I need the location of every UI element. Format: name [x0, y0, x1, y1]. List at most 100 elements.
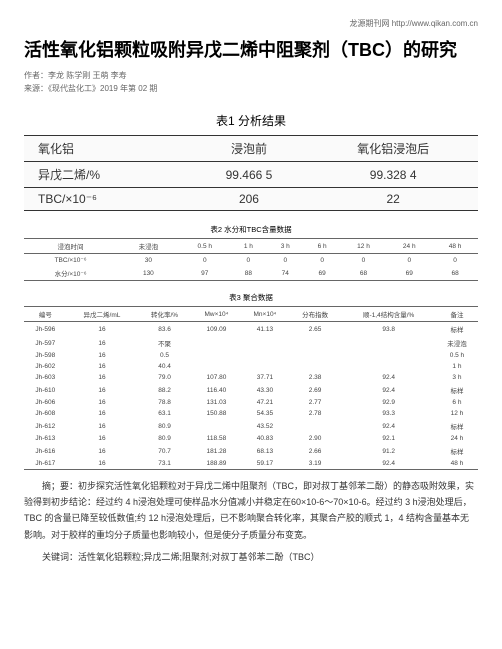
- table-cell: 1 h: [436, 361, 478, 372]
- table-cell: 99.328 4: [308, 162, 478, 188]
- abstract: 摘；要：初步探究活性氧化铝颗粒对于异戊二烯中阻聚剂（TBC，即对叔丁基邻苯二酚）…: [24, 478, 478, 543]
- table-row: Jh-598160.50.5 h: [24, 350, 478, 361]
- table-cell: 未浸泡: [436, 336, 478, 350]
- table-header: 浸泡时间: [24, 239, 117, 254]
- table-cell: 48 h: [436, 458, 478, 470]
- table-header: 浸泡前: [190, 136, 309, 162]
- table-header: 6 h: [304, 239, 341, 254]
- authors: 作者：李龙 陈学刚 王萌 李寿: [24, 70, 478, 81]
- table-cell: 0: [267, 254, 304, 267]
- table-cell: [241, 336, 289, 350]
- table-cell: 0: [180, 254, 230, 267]
- table-cell: Jh-598: [24, 350, 67, 361]
- table-header: 异戊二烯/mL: [67, 307, 138, 322]
- table-cell: 40.83: [241, 433, 289, 444]
- table-1-caption: 表1 分析结果: [24, 106, 478, 135]
- table-cell: 88.2: [137, 383, 192, 397]
- table-header: Mw×10⁴: [192, 307, 241, 322]
- table-cell: Jh-606: [24, 397, 67, 408]
- table-cell: 91.2: [341, 444, 435, 458]
- table-cell: 118.58: [192, 433, 241, 444]
- table-cell: 109.09: [192, 322, 241, 337]
- table-row: 异戊二烯/%99.466 599.328 4: [24, 162, 478, 188]
- table-header: 0.5 h: [180, 239, 230, 254]
- table-cell: 88: [230, 266, 267, 281]
- table-cell: 80.9: [137, 433, 192, 444]
- table-cell: 0: [341, 254, 387, 267]
- table-cell: Jh-608: [24, 408, 67, 419]
- table-cell: 43.52: [241, 419, 289, 433]
- table-cell: 2.77: [289, 397, 342, 408]
- table-cell: 47.21: [241, 397, 289, 408]
- table-cell: 40.4: [137, 361, 192, 372]
- table-cell: 2.65: [289, 322, 342, 337]
- source: 来源：《现代盐化工》2019 年第 02 期: [24, 83, 478, 94]
- table-cell: Jh-603: [24, 372, 67, 383]
- table-header: 24 h: [386, 239, 432, 254]
- table-cell: 16: [67, 444, 138, 458]
- table-cell: 92.9: [341, 397, 435, 408]
- table-cell: 93.3: [341, 408, 435, 419]
- table-cell: 12 h: [436, 408, 478, 419]
- table-3: 表3 聚合数据 编号异戊二烯/mL转化率/%Mw×10⁴Mn×10⁴分布指数顺-…: [24, 289, 478, 470]
- table-cell: 107.80: [192, 372, 241, 383]
- table-cell: 130: [117, 266, 180, 281]
- table-cell: 0: [432, 254, 478, 267]
- table-cell: Jh-602: [24, 361, 67, 372]
- table-cell: 16: [67, 322, 138, 337]
- table-row: Jh-6161670.7181.2868.132.6691.2标样: [24, 444, 478, 458]
- table-header: 48 h: [432, 239, 478, 254]
- table-cell: 标样: [436, 322, 478, 337]
- table-cell: 93.8: [341, 322, 435, 337]
- table-cell: 0.5 h: [436, 350, 478, 361]
- table-cell: 16: [67, 350, 138, 361]
- table-cell: 标样: [436, 444, 478, 458]
- table-row: Jh-6031679.0107.8037.712.3892.43 h: [24, 372, 478, 383]
- table-cell: 0: [304, 254, 341, 267]
- table-cell: [192, 419, 241, 433]
- table-1: 表1 分析结果 氧化铝浸泡前氧化铝浸泡后 异戊二烯/%99.466 599.32…: [24, 106, 478, 211]
- table-cell: 24 h: [436, 433, 478, 444]
- table-cell: 30: [117, 254, 180, 267]
- table-row: TBC/×10⁻⁶300000000: [24, 254, 478, 267]
- table-cell: 3 h: [436, 372, 478, 383]
- table-cell: [289, 350, 342, 361]
- table-cell: 16: [67, 372, 138, 383]
- table-cell: 6 h: [436, 397, 478, 408]
- table-cell: 97: [180, 266, 230, 281]
- table-cell: 92.4: [341, 383, 435, 397]
- table-cell: [241, 350, 289, 361]
- table-cell: 83.6: [137, 322, 192, 337]
- table-cell: Jh-612: [24, 419, 67, 433]
- table-cell: 标样: [436, 383, 478, 397]
- table-header: 编号: [24, 307, 67, 322]
- table-row: Jh-6131680.9118.5840.832.9092.124 h: [24, 433, 478, 444]
- table-cell: 131.03: [192, 397, 241, 408]
- table-cell: 不聚: [137, 336, 192, 350]
- table-cell: 150.88: [192, 408, 241, 419]
- table-cell: 16: [67, 361, 138, 372]
- table-header: 未浸泡: [117, 239, 180, 254]
- table-2: 表2 水分和TBC含量数据 浸泡时间未浸泡0.5 h1 h3 h6 h12 h2…: [24, 221, 478, 281]
- table-cell: 16: [67, 336, 138, 350]
- table-cell: 188.89: [192, 458, 241, 470]
- table-cell: [192, 350, 241, 361]
- table-cell: 水分/×10⁻⁶: [24, 266, 117, 281]
- header-link: 龙源期刊网 http://www.qikan.com.cn: [24, 18, 478, 29]
- table-cell: Jh-616: [24, 444, 67, 458]
- table-cell: Jh-597: [24, 336, 67, 350]
- table-cell: 74: [267, 266, 304, 281]
- table-3-caption: 表3 聚合数据: [24, 289, 478, 306]
- table-cell: [192, 361, 241, 372]
- table-cell: 92.1: [341, 433, 435, 444]
- table-cell: 2.66: [289, 444, 342, 458]
- table-cell: 0: [230, 254, 267, 267]
- table-cell: [341, 350, 435, 361]
- table-header: 备注: [436, 307, 478, 322]
- table-cell: 79.0: [137, 372, 192, 383]
- table-cell: 73.1: [137, 458, 192, 470]
- table-cell: 68.13: [241, 444, 289, 458]
- table-cell: 41.13: [241, 322, 289, 337]
- table-cell: 43.30: [241, 383, 289, 397]
- table-cell: 3.19: [289, 458, 342, 470]
